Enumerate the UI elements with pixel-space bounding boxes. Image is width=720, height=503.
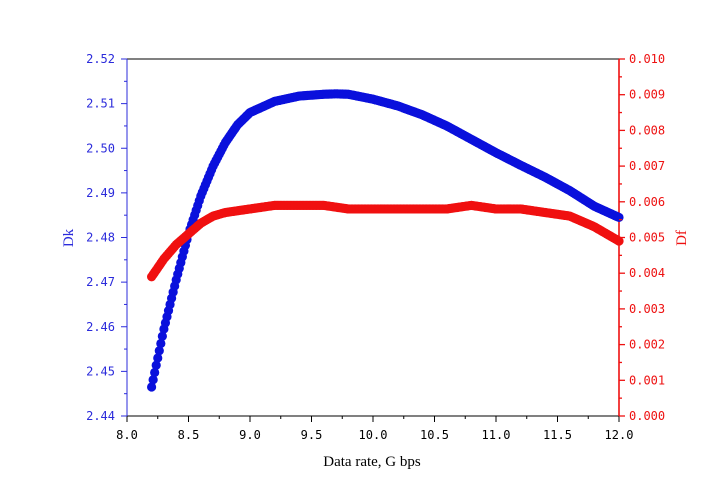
right-y-tick-label: 0.005 xyxy=(629,231,665,245)
x-tick-label: 10.5 xyxy=(420,428,449,442)
right-y-tick-label: 0.007 xyxy=(629,159,665,173)
series-0 xyxy=(147,89,624,392)
left-y-tick-label: 2.47 xyxy=(86,275,115,289)
x-axis-title: Data rate, G bps xyxy=(323,454,421,470)
x-tick-label: 11.5 xyxy=(543,428,572,442)
series-marker xyxy=(154,346,164,356)
left-y-tick-label: 2.52 xyxy=(86,52,115,66)
data-point xyxy=(614,236,624,246)
left-y-tick-label: 2.49 xyxy=(86,186,115,200)
right-y-tick-label: 0.000 xyxy=(629,409,665,423)
left-y-tick-label: 2.45 xyxy=(86,364,115,378)
series-marker xyxy=(157,331,167,341)
axes-layer: 8.0 8.5 9.0 9.5 10.0 10.5 11.0 11.5 12.0 2.44 2.45… xyxy=(86,52,665,442)
x-tick-label: 8.5 xyxy=(178,428,200,442)
right-y-tick-label: 0.008 xyxy=(629,123,665,137)
right-y-tick-label: 0.003 xyxy=(629,302,665,316)
series-marker xyxy=(150,367,160,378)
left-y-tick-label: 2.51 xyxy=(86,97,115,111)
series-marker xyxy=(156,338,166,349)
right-y-tick-label: 0.002 xyxy=(629,338,665,352)
x-tick-label: 10.0 xyxy=(359,428,388,442)
series-marker xyxy=(151,360,161,370)
series-layer xyxy=(147,89,624,392)
series-marker xyxy=(148,375,158,385)
plot-area xyxy=(126,58,620,417)
left-y-tick-label: 2.48 xyxy=(86,231,115,245)
left-y-tick-label: 2.46 xyxy=(86,320,115,334)
right-y-tick-label: 0.001 xyxy=(629,373,665,387)
right-y-tick-label: 0.006 xyxy=(629,195,665,209)
left-y-tick-label: 2.44 xyxy=(86,409,115,423)
right-y-tick-label: 0.004 xyxy=(629,266,665,280)
data-point xyxy=(147,382,157,392)
right-y-tick-label: 0.010 xyxy=(629,52,665,66)
series-marker xyxy=(153,353,163,363)
left-y-axis-title: Dk xyxy=(61,228,77,247)
right-y-tick-label: 0.009 xyxy=(629,88,665,102)
x-tick-label: 9.5 xyxy=(301,428,323,442)
x-tick-label: 9.0 xyxy=(239,428,261,442)
x-tick-label: 8.0 xyxy=(116,428,138,442)
series-1 xyxy=(147,200,624,282)
x-tick-label: 12.0 xyxy=(605,428,634,442)
right-y-axis-title: Df xyxy=(674,230,690,246)
data-point xyxy=(614,212,624,223)
x-tick-label: 11.0 xyxy=(482,428,511,442)
left-y-tick-label: 2.50 xyxy=(86,141,115,155)
